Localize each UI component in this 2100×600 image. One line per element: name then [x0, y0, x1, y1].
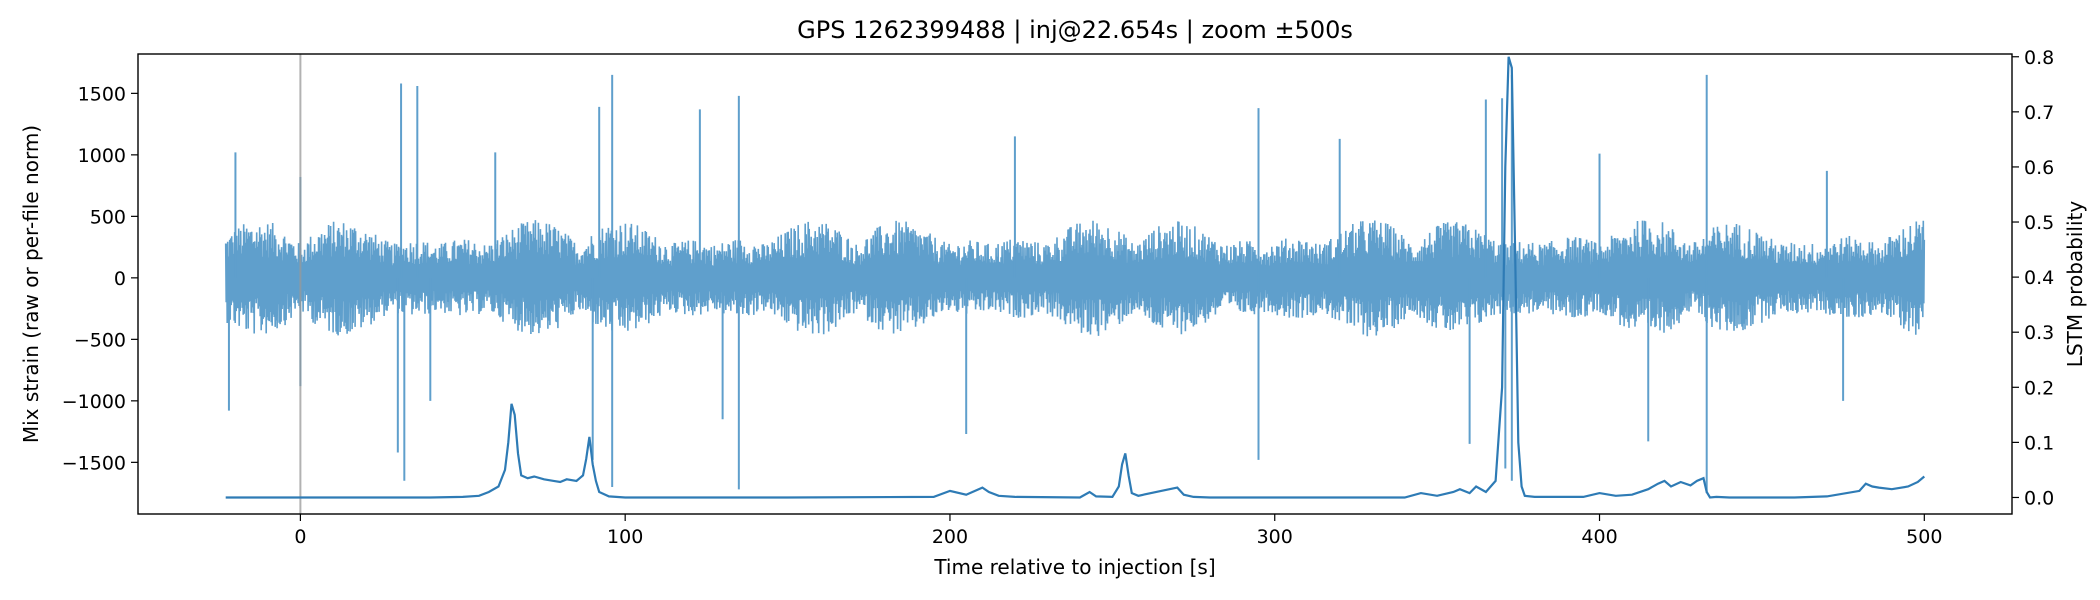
y-right-tick-label: 0.4: [2024, 267, 2054, 289]
plot-frame: [137, 53, 2013, 515]
x-tick-label: 200: [932, 526, 968, 548]
y-left-tick-label: 1000: [78, 145, 126, 167]
y-left-tick-label: −500: [74, 329, 126, 351]
y-left-tick-label: −1500: [62, 452, 126, 474]
plot-area: [224, 54, 1926, 514]
y-left-tick-label: 0: [114, 268, 126, 290]
series-strain-line: [224, 220, 1926, 337]
x-tick-label: 300: [1257, 526, 1293, 548]
y-right-tick-label: 0.2: [2024, 377, 2054, 399]
chart-title: GPS 1262399488 | inj@22.654s | zoom ±500…: [797, 16, 1353, 44]
series-lstm-probability-line: [225, 56, 1926, 499]
y-axis-right: 0.0 0.1 0.2 0.3 0.4 0.5 0.6 0.7 0.8: [2012, 47, 2054, 509]
y-right-tick-label: 0.8: [2024, 47, 2054, 69]
y-axis-right-label: LSTM probability: [2063, 201, 2087, 368]
y-axis-left-label: Mix strain (raw or per-file norm): [19, 125, 43, 443]
y-left-tick-label: −1000: [62, 391, 126, 413]
y-right-tick-label: 0.1: [2024, 432, 2054, 454]
x-tick-label: 0: [294, 526, 306, 548]
y-right-tick-label: 0.7: [2024, 102, 2054, 124]
y-axis-left: −1500 −1000 −500 0 500 1000 1500: [62, 83, 138, 474]
x-tick-label: 500: [1906, 526, 1942, 548]
y-right-tick-label: 0.3: [2024, 322, 2054, 344]
x-axis-label: Time relative to injection [s]: [933, 555, 1215, 579]
y-right-tick-label: 0.5: [2024, 212, 2054, 234]
y-right-tick-label: 0.0: [2024, 487, 2054, 509]
y-left-tick-label: 1500: [78, 83, 126, 105]
y-right-tick-label: 0.6: [2024, 157, 2054, 179]
x-tick-label: 100: [607, 526, 643, 548]
y-left-tick-label: 500: [90, 206, 126, 228]
x-axis: 0 100 200 300 400 500: [294, 514, 1942, 548]
x-tick-label: 400: [1581, 526, 1617, 548]
